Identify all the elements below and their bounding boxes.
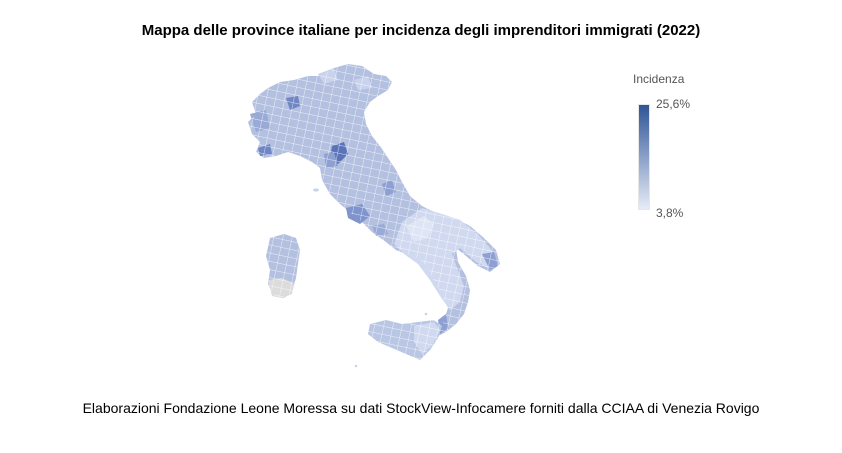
pantelleria-island	[354, 364, 358, 368]
aeolian-island	[424, 312, 428, 316]
sicily-boundaries	[368, 320, 442, 360]
legend-gradient-bar	[638, 104, 650, 210]
legend-min-label: 3,8%	[656, 206, 684, 220]
elba-island	[313, 188, 319, 192]
chart-title: Mappa delle province italiane per incide…	[141, 22, 701, 39]
sardinia-boundaries	[266, 234, 300, 298]
source-note: Elaborazioni Fondazione Leone Moressa su…	[82, 400, 760, 416]
legend-max-label: 25,6%	[656, 97, 691, 111]
color-legend: Incidenza 25,6% 3,8%	[630, 70, 720, 220]
province-boundaries	[248, 64, 500, 336]
legend-title: Incidenza	[633, 72, 685, 86]
italy-provinces-map	[248, 64, 500, 368]
